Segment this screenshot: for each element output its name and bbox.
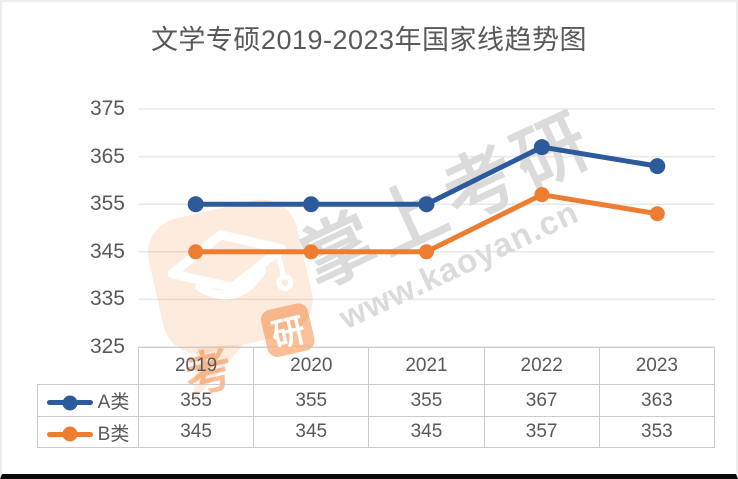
marker-B类-2023 [649, 206, 665, 222]
y-axis-tick-345: 345 [89, 240, 125, 263]
marker-A类-2021 [418, 196, 435, 213]
chart-title: 文学专硕2019-2023年国家线趋势图 [150, 25, 588, 55]
legend-label-b: B类 [97, 423, 130, 445]
y-axis-tick-365: 365 [89, 145, 125, 168]
legend-cell-b: B类 [37, 416, 139, 448]
value-a-2023: 363 [598, 384, 716, 417]
value-b-2020: 345 [253, 416, 370, 448]
year-header-2020: 2020 [253, 347, 370, 385]
value-b-2023: 353 [598, 416, 716, 448]
value-a-2021: 355 [368, 384, 485, 417]
value-a-2020: 355 [253, 384, 370, 417]
year-header-2019: 2019 [137, 347, 255, 385]
y-axis-tick-335: 335 [89, 287, 125, 310]
y-axis-tick-355: 355 [89, 192, 125, 215]
marker-B类-2020 [303, 244, 319, 260]
value-a-2019: 355 [137, 384, 255, 417]
table-corner-blank [38, 348, 139, 385]
marker-A类-2022 [533, 139, 550, 156]
marker-B类-2021 [419, 244, 434, 260]
value-a-2022: 367 [483, 384, 600, 417]
series-line-A类 [195, 144, 658, 207]
legend-cell-a: A类 [37, 384, 139, 417]
marker-A类-2019 [187, 196, 204, 213]
marker-B类-2022 [534, 187, 550, 203]
value-b-2019: 345 [137, 416, 255, 448]
legend-key-b-icon [46, 426, 93, 442]
table-row-series-b: B类 345 345 345 357 353 [37, 416, 716, 448]
marker-B类-2019 [188, 244, 204, 260]
marker-A类-2023 [649, 158, 666, 175]
year-header-2023: 2023 [598, 347, 716, 385]
y-axis-tick-325: 325 [89, 335, 125, 358]
legend-key-a-icon [46, 395, 93, 411]
marker-A类-2020 [303, 196, 320, 213]
data-table: 2019 2020 2021 2022 2023 A类 355 355 355 … [37, 347, 716, 448]
y-axis-tick-375: 375 [89, 97, 125, 120]
year-header-2022: 2022 [483, 347, 600, 385]
year-header-2021: 2021 [368, 347, 485, 385]
legend-label-a: A类 [97, 392, 130, 413]
table-header-row: 2019 2020 2021 2022 2023 [38, 347, 716, 385]
value-b-2021: 345 [368, 416, 485, 448]
value-b-2022: 357 [483, 416, 600, 448]
table-row-series-a: A类 355 355 355 367 363 [37, 384, 716, 417]
